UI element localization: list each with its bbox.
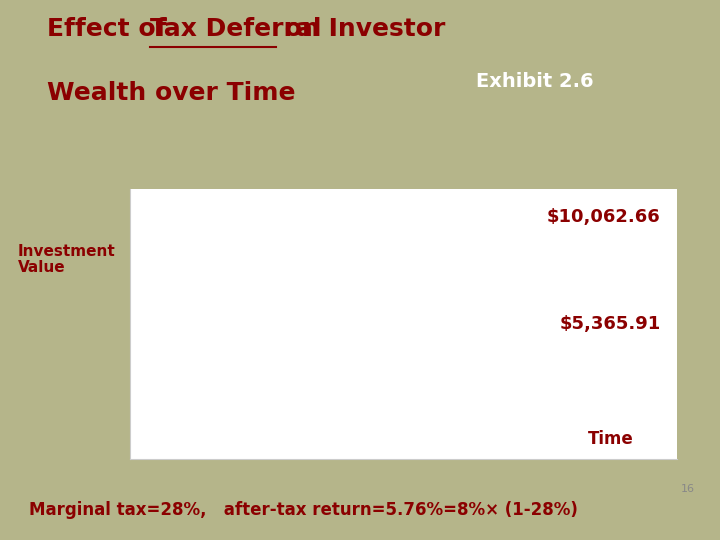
Text: Wealth over Time: Wealth over Time bbox=[47, 82, 295, 105]
Text: $1,000: $1,000 bbox=[29, 422, 87, 437]
Text: $5,365.91: $5,365.91 bbox=[559, 315, 660, 333]
Text: on Investor: on Investor bbox=[276, 17, 446, 40]
Text: Effect of: Effect of bbox=[47, 17, 175, 40]
Text: Exhibit 2.6: Exhibit 2.6 bbox=[476, 72, 593, 91]
Text: Tax Deferral: Tax Deferral bbox=[150, 17, 321, 40]
Text: Investment: Investment bbox=[18, 244, 116, 259]
Text: Time: Time bbox=[588, 430, 634, 448]
Text: Value: Value bbox=[18, 260, 66, 275]
Text: $10,062.66: $10,062.66 bbox=[546, 208, 660, 226]
Text: 16: 16 bbox=[681, 484, 695, 494]
Text: Marginal tax=28%,   after-tax return=5.76%=8%× (1-28%): Marginal tax=28%, after-tax return=5.76%… bbox=[29, 501, 577, 519]
